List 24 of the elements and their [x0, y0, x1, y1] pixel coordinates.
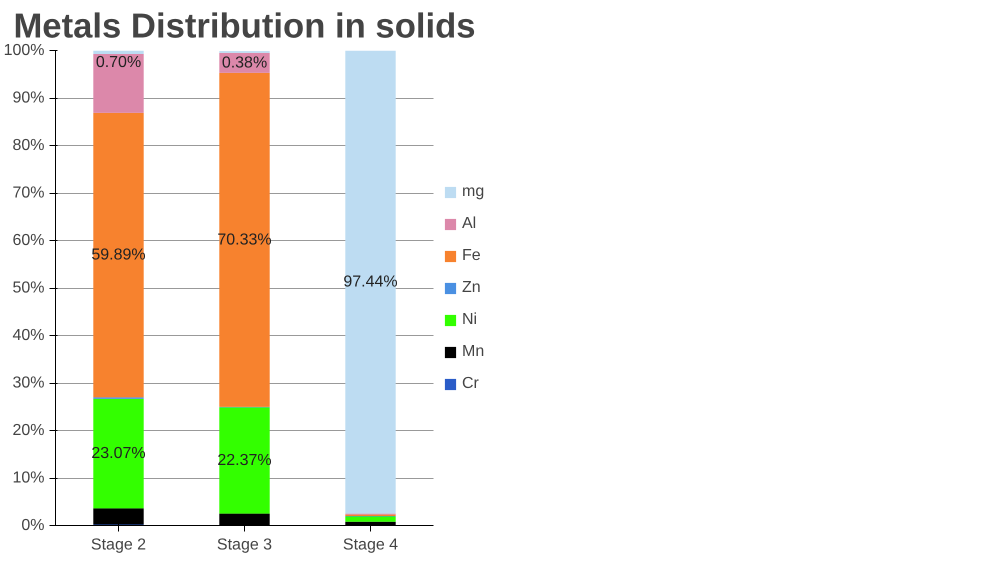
y-tick-label: 20%: [12, 422, 45, 439]
y-tick-label: 10%: [12, 470, 45, 486]
y-tick-label: 80%: [12, 137, 45, 154]
x-tick-label: Stage 4: [342, 536, 398, 554]
legend-label: Al: [462, 214, 478, 232]
y-tick-label: 60%: [12, 232, 45, 249]
y-tick-label: 40%: [12, 327, 45, 344]
data-label: 70.33%: [217, 231, 272, 248]
legend-label: Mn: [462, 342, 484, 360]
x-tick-label: Stage 3: [216, 536, 272, 554]
data-label: 0.70%: [96, 54, 142, 72]
x-tick-label: Stage 2: [90, 536, 146, 554]
data-label: 97.44%: [343, 274, 398, 291]
y-tick-label: 30%: [12, 374, 45, 392]
data-label: 0.38%: [222, 54, 268, 72]
legend-label: mg: [462, 182, 484, 200]
y-tick-label: 50%: [12, 280, 45, 296]
y-tick-label: 70%: [12, 184, 45, 202]
legend-label: Cr: [462, 374, 480, 392]
y-tick-label: 90%: [12, 90, 45, 106]
legend-label: Zn: [462, 278, 482, 296]
legend-label: Fe: [462, 246, 482, 264]
legend-label: Ni: [462, 310, 478, 328]
y-tick-label: 0%: [21, 517, 44, 534]
